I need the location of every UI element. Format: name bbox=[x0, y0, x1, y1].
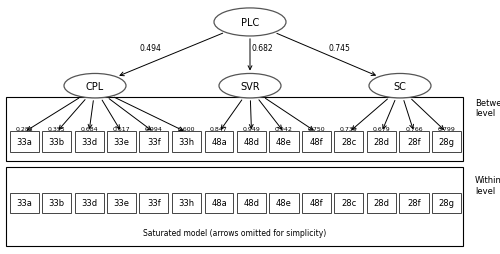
FancyBboxPatch shape bbox=[74, 132, 104, 152]
FancyBboxPatch shape bbox=[10, 132, 38, 152]
FancyBboxPatch shape bbox=[10, 193, 38, 213]
Text: 0.684: 0.684 bbox=[80, 126, 98, 132]
FancyBboxPatch shape bbox=[140, 193, 168, 213]
Bar bbox=[6, 168, 462, 246]
FancyBboxPatch shape bbox=[432, 132, 461, 152]
Text: 28d: 28d bbox=[374, 199, 390, 208]
Text: 33e: 33e bbox=[114, 138, 130, 147]
FancyBboxPatch shape bbox=[204, 132, 234, 152]
FancyBboxPatch shape bbox=[334, 132, 364, 152]
Text: 0.847: 0.847 bbox=[210, 126, 228, 132]
FancyBboxPatch shape bbox=[334, 193, 364, 213]
Text: SC: SC bbox=[394, 81, 406, 91]
FancyBboxPatch shape bbox=[237, 193, 266, 213]
FancyBboxPatch shape bbox=[400, 193, 428, 213]
Text: PLC: PLC bbox=[241, 18, 259, 28]
FancyBboxPatch shape bbox=[302, 193, 331, 213]
Text: 33f: 33f bbox=[147, 138, 161, 147]
Ellipse shape bbox=[369, 74, 431, 99]
FancyBboxPatch shape bbox=[367, 132, 396, 152]
Text: 0.282: 0.282 bbox=[15, 126, 33, 132]
Ellipse shape bbox=[64, 74, 126, 99]
Text: 33f: 33f bbox=[147, 199, 161, 208]
FancyBboxPatch shape bbox=[270, 132, 298, 152]
Text: 48d: 48d bbox=[244, 138, 260, 147]
FancyBboxPatch shape bbox=[107, 193, 136, 213]
Text: 48a: 48a bbox=[211, 199, 227, 208]
Text: 0.494: 0.494 bbox=[140, 44, 162, 53]
FancyBboxPatch shape bbox=[367, 193, 396, 213]
Text: 0.600: 0.600 bbox=[178, 126, 195, 132]
Text: 48f: 48f bbox=[310, 138, 324, 147]
Text: 0.682: 0.682 bbox=[252, 44, 274, 53]
FancyBboxPatch shape bbox=[42, 193, 71, 213]
Text: Within
level: Within level bbox=[475, 176, 500, 195]
Text: 33e: 33e bbox=[114, 199, 130, 208]
FancyBboxPatch shape bbox=[42, 132, 71, 152]
Ellipse shape bbox=[214, 9, 286, 37]
Text: 33d: 33d bbox=[81, 199, 97, 208]
FancyBboxPatch shape bbox=[107, 132, 136, 152]
Text: 33a: 33a bbox=[16, 138, 32, 147]
FancyBboxPatch shape bbox=[302, 132, 331, 152]
Text: 0.745: 0.745 bbox=[328, 44, 350, 53]
Text: 28g: 28g bbox=[438, 138, 454, 147]
FancyBboxPatch shape bbox=[172, 132, 201, 152]
Text: CPL: CPL bbox=[86, 81, 104, 91]
FancyBboxPatch shape bbox=[432, 193, 461, 213]
Text: 48a: 48a bbox=[211, 138, 227, 147]
FancyBboxPatch shape bbox=[270, 193, 298, 213]
Text: 48d: 48d bbox=[244, 199, 260, 208]
FancyBboxPatch shape bbox=[140, 132, 168, 152]
Text: 0.949: 0.949 bbox=[242, 126, 260, 132]
Text: SVR: SVR bbox=[240, 81, 260, 91]
FancyBboxPatch shape bbox=[74, 193, 104, 213]
Text: 33a: 33a bbox=[16, 199, 32, 208]
Text: 0.994: 0.994 bbox=[145, 126, 163, 132]
Text: 33b: 33b bbox=[48, 138, 64, 147]
Text: 33h: 33h bbox=[178, 138, 194, 147]
Text: 0.617: 0.617 bbox=[112, 126, 130, 132]
Text: 0.735: 0.735 bbox=[340, 126, 358, 132]
FancyBboxPatch shape bbox=[172, 193, 201, 213]
Text: 33h: 33h bbox=[178, 199, 194, 208]
Text: 48e: 48e bbox=[276, 199, 292, 208]
Text: 28d: 28d bbox=[374, 138, 390, 147]
Text: 0.799: 0.799 bbox=[438, 126, 456, 132]
Text: Saturated model (arrows omitted for simplicity): Saturated model (arrows omitted for simp… bbox=[144, 229, 326, 237]
Text: Between
level: Between level bbox=[475, 98, 500, 118]
Text: 0.750: 0.750 bbox=[308, 126, 326, 132]
Text: 0.766: 0.766 bbox=[405, 126, 423, 132]
Text: 48f: 48f bbox=[310, 199, 324, 208]
Text: 28c: 28c bbox=[342, 199, 356, 208]
Text: 48e: 48e bbox=[276, 138, 292, 147]
Text: 28f: 28f bbox=[407, 199, 421, 208]
FancyBboxPatch shape bbox=[400, 132, 428, 152]
Text: 28c: 28c bbox=[342, 138, 356, 147]
FancyBboxPatch shape bbox=[237, 132, 266, 152]
Text: 0.679: 0.679 bbox=[372, 126, 390, 132]
Ellipse shape bbox=[219, 74, 281, 99]
Text: 0.942: 0.942 bbox=[275, 126, 293, 132]
Text: 0.355: 0.355 bbox=[48, 126, 66, 132]
Text: 33b: 33b bbox=[48, 199, 64, 208]
Text: 33d: 33d bbox=[81, 138, 97, 147]
Text: 28g: 28g bbox=[438, 199, 454, 208]
Text: 28f: 28f bbox=[407, 138, 421, 147]
FancyBboxPatch shape bbox=[204, 193, 234, 213]
Bar bbox=[6, 98, 462, 161]
